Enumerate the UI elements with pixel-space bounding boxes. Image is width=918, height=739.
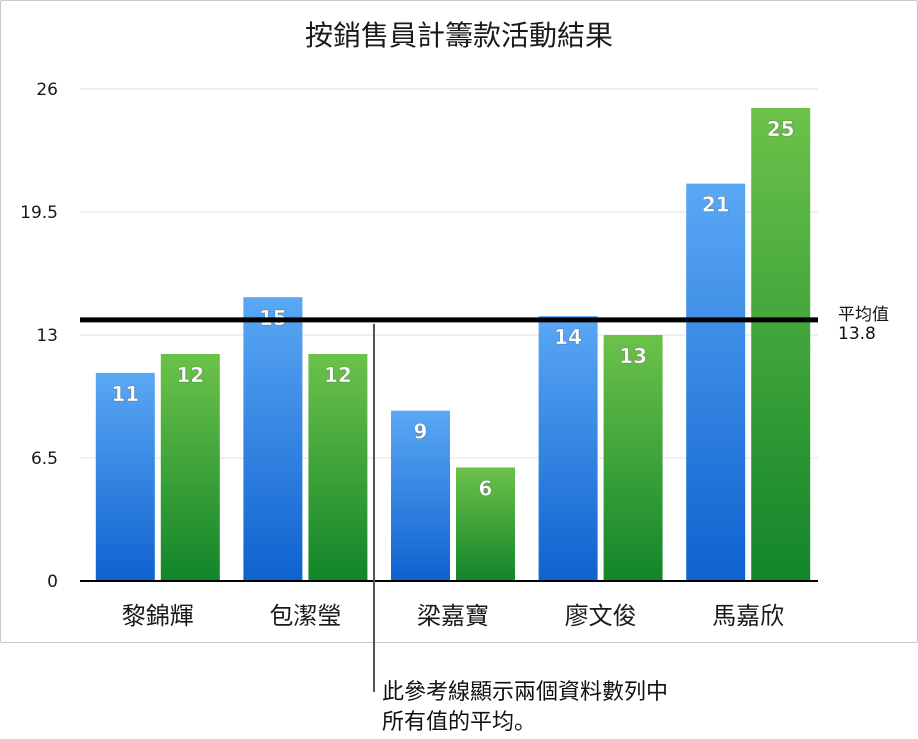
- bar: [751, 107, 811, 581]
- callout-line-1: 此參考線顯示兩個資料數列中: [382, 680, 669, 705]
- y-tick-label: 19.5: [20, 203, 58, 223]
- reference-line-value: 13.8: [838, 324, 876, 344]
- y-tick-label: 6.5: [31, 449, 58, 469]
- x-tick-label: 黎錦輝: [122, 602, 194, 630]
- x-tick-label: 梁嘉寶: [417, 602, 489, 630]
- data-label: 21: [702, 193, 730, 217]
- bar: [243, 297, 303, 581]
- data-label: 6: [479, 476, 493, 500]
- chart-title: 按銷售員計籌款活動結果: [304, 19, 613, 52]
- data-label: 9: [414, 420, 428, 444]
- bar: [538, 316, 598, 581]
- bar: [603, 335, 663, 581]
- bar: [95, 372, 155, 581]
- x-tick-label: 廖文俊: [565, 602, 637, 630]
- y-tick-label: 26: [36, 80, 58, 100]
- callout-text: 此參考線顯示兩個資料數列中 所有值的平均。: [382, 678, 802, 738]
- callout-line-2: 所有值的平均。: [382, 710, 537, 735]
- bar: [686, 183, 746, 581]
- reference-line-label: 平均值: [838, 305, 889, 325]
- y-tick-label: 13: [36, 326, 58, 346]
- data-label: 14: [554, 325, 582, 349]
- data-label: 25: [767, 117, 795, 141]
- x-tick-label: 馬嘉欣: [712, 602, 784, 630]
- bar: [456, 467, 515, 581]
- bar: [160, 353, 220, 581]
- bar: [391, 410, 450, 581]
- data-label: 11: [111, 382, 139, 406]
- data-label: 12: [324, 363, 352, 387]
- bar: [308, 353, 368, 581]
- data-label: 12: [176, 363, 204, 387]
- y-tick-label: 0: [47, 572, 58, 592]
- x-tick-label: 包潔瑩: [269, 602, 341, 630]
- data-label: 13: [619, 344, 647, 368]
